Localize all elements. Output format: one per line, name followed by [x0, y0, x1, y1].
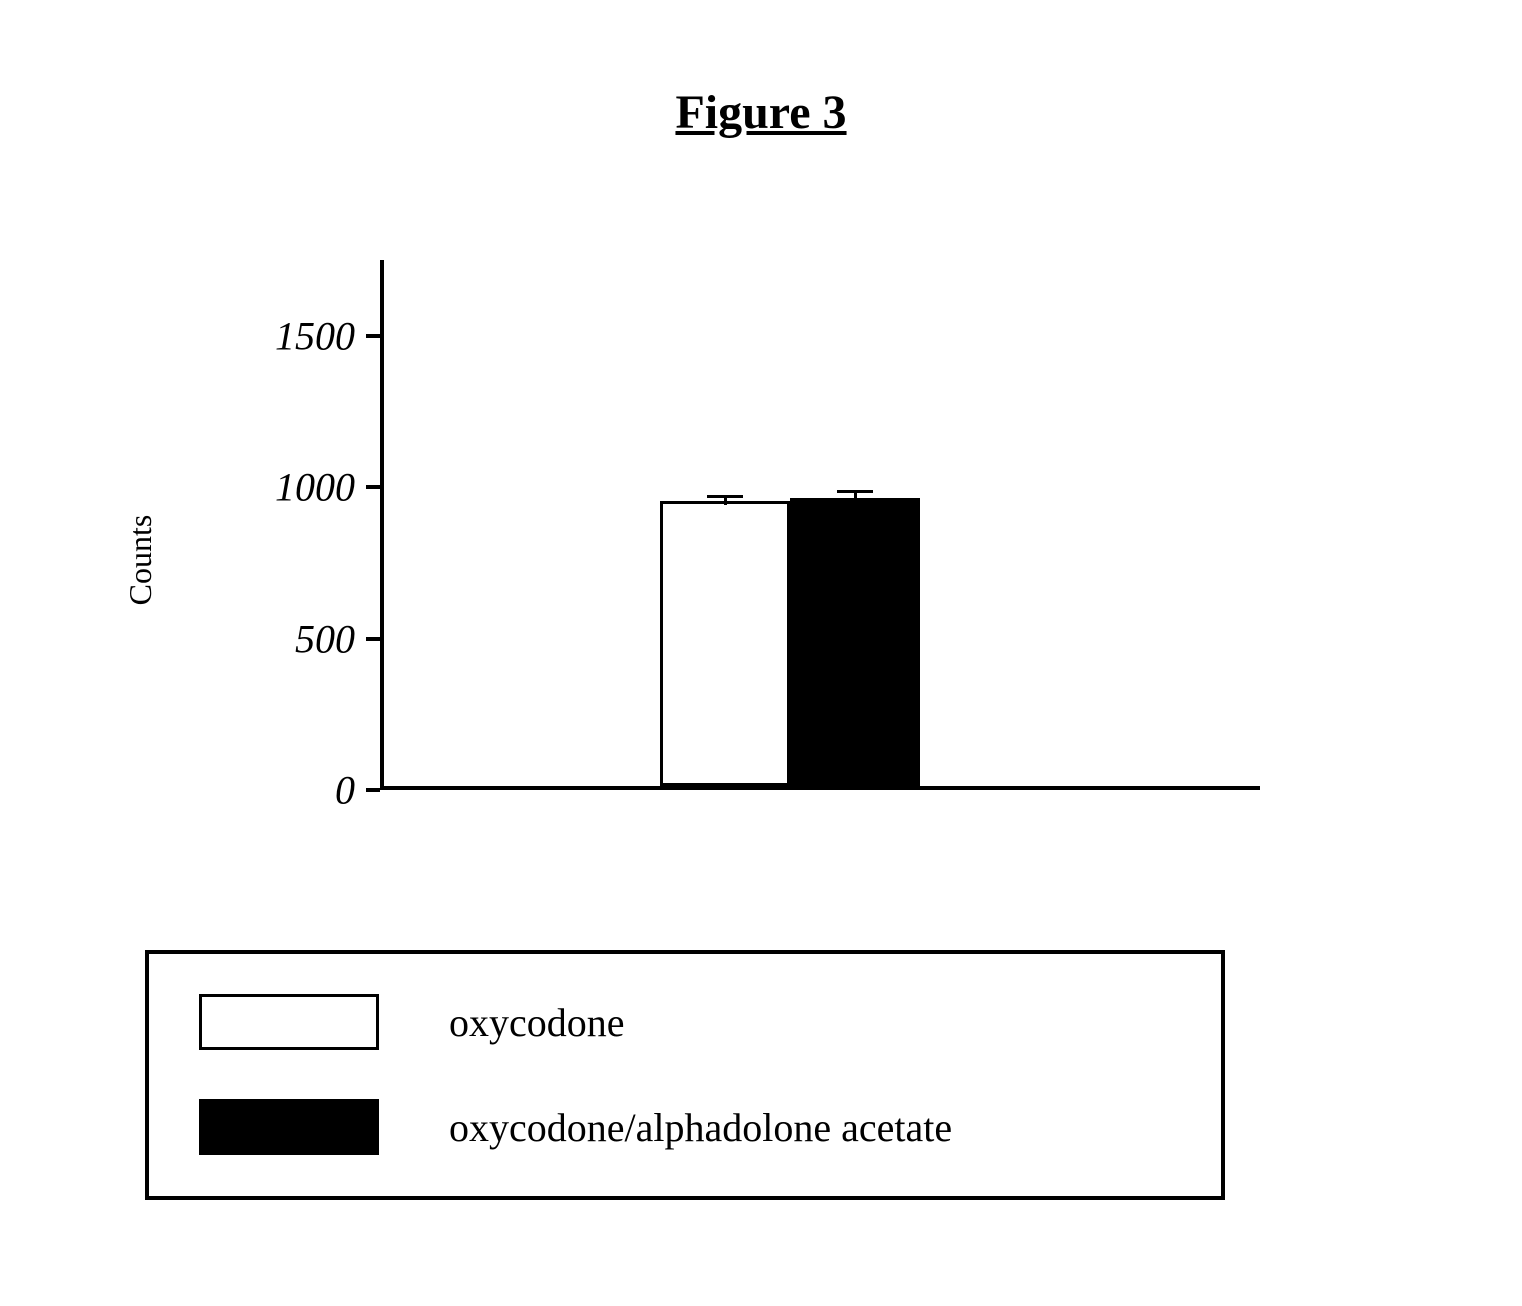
chart-container: Counts 050010001500 — [135, 260, 1285, 860]
plot-area — [380, 260, 1260, 790]
legend-label-1: oxycodone — [449, 999, 625, 1046]
y-tick — [366, 637, 380, 641]
x-axis-line — [380, 786, 1260, 790]
legend-box: oxycodone oxycodone/alphadolone acetate — [145, 950, 1225, 1200]
y-tick — [366, 485, 380, 489]
y-tick-label: 1500 — [235, 312, 355, 359]
bar-0 — [660, 501, 790, 786]
figure-title: Figure 3 — [675, 85, 846, 140]
y-axis-line — [380, 260, 384, 790]
error-cap-1 — [837, 490, 873, 493]
error-bar-1 — [854, 492, 857, 503]
y-tick — [366, 788, 380, 792]
y-tick-label: 1000 — [235, 464, 355, 511]
legend-swatch-1 — [199, 994, 379, 1050]
legend-item-1: oxycodone — [199, 994, 625, 1050]
y-tick — [366, 334, 380, 338]
y-tick-label: 500 — [235, 615, 355, 662]
y-axis-label: Counts — [122, 515, 159, 606]
legend-swatch-2 — [199, 1099, 379, 1155]
legend-label-2: oxycodone/alphadolone acetate — [449, 1104, 952, 1151]
error-cap-0 — [707, 495, 743, 498]
legend-item-2: oxycodone/alphadolone acetate — [199, 1099, 952, 1155]
y-tick-label: 0 — [235, 767, 355, 814]
bar-1 — [790, 498, 920, 786]
